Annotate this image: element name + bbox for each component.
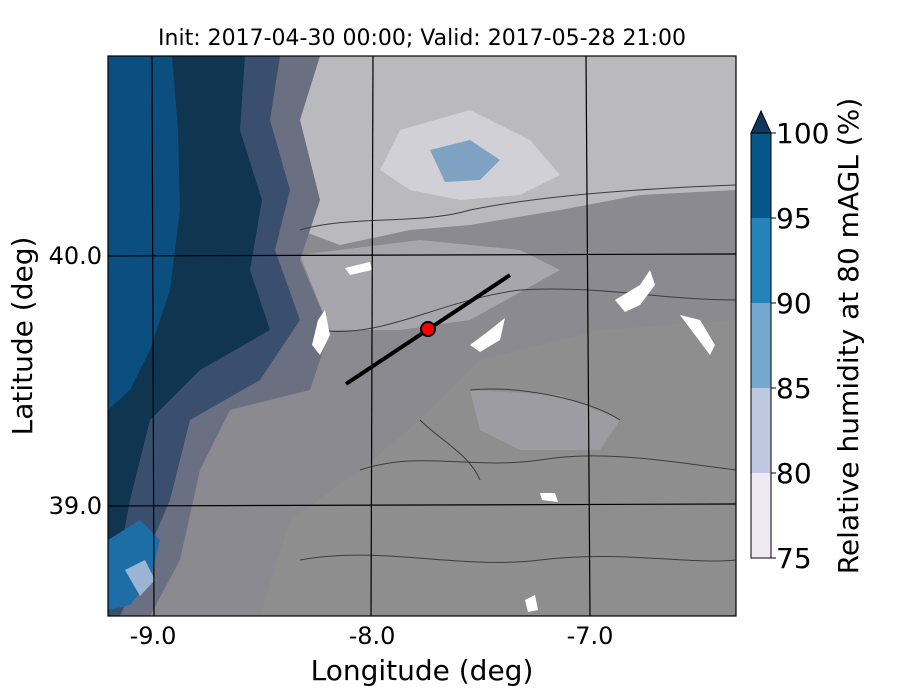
northern-wet-patch xyxy=(430,140,500,182)
map-plot-area xyxy=(108,56,736,616)
colorbar-label: Relative humidity at 80 mAGL (%) xyxy=(832,98,865,575)
y-tick-label: 40.0 xyxy=(49,242,102,270)
colorbar-tick-label: 85 xyxy=(776,372,812,405)
colorbar-tick-label: 80 xyxy=(776,457,812,490)
parallel-40 xyxy=(108,253,736,257)
y-tick-label: 39.0 xyxy=(49,492,102,520)
colorbar: 75 80 85 90 95 100 xyxy=(750,109,829,575)
south-east-band xyxy=(470,390,620,450)
colorbar-segment xyxy=(751,218,771,303)
map-title: Init: 2017-04-30 00:00; Valid: 2017-05-2… xyxy=(158,26,686,51)
x-tick-label: -9.0 xyxy=(130,622,177,650)
colorbar-segment xyxy=(751,303,771,388)
colorbar-tick-label: 75 xyxy=(776,542,812,575)
central-ridge-band xyxy=(300,240,560,330)
parallel-39 xyxy=(108,503,736,507)
dry-streaks xyxy=(312,262,715,612)
meridian-minus-7 xyxy=(585,56,591,616)
contour-lines xyxy=(299,184,736,563)
colorbar-segment xyxy=(751,473,771,558)
graticule xyxy=(108,56,736,616)
southern-ocean-patch xyxy=(108,520,160,610)
colorbar-segment xyxy=(751,388,771,473)
x-axis-label: Longitude (deg) xyxy=(311,654,534,687)
map-frame xyxy=(107,55,737,617)
southern-light-patch xyxy=(125,560,155,596)
meridian-minus-9 xyxy=(151,56,155,616)
x-tick-label: -8.0 xyxy=(349,622,396,650)
colorbar-extension xyxy=(750,109,772,134)
location-marker xyxy=(420,321,436,337)
y-axis-label: Latitude (deg) xyxy=(6,237,39,436)
colorbar-segment xyxy=(751,133,771,218)
colorbar-tick-label: 90 xyxy=(776,287,812,320)
x-tick-label: -7.0 xyxy=(567,622,614,650)
ocean-region xyxy=(108,56,180,410)
colorbar-frame xyxy=(750,132,772,559)
colorbar-tick-label: 95 xyxy=(776,202,812,235)
meridian-minus-8 xyxy=(370,56,374,616)
colorbar-tick-label: 100 xyxy=(776,117,829,150)
